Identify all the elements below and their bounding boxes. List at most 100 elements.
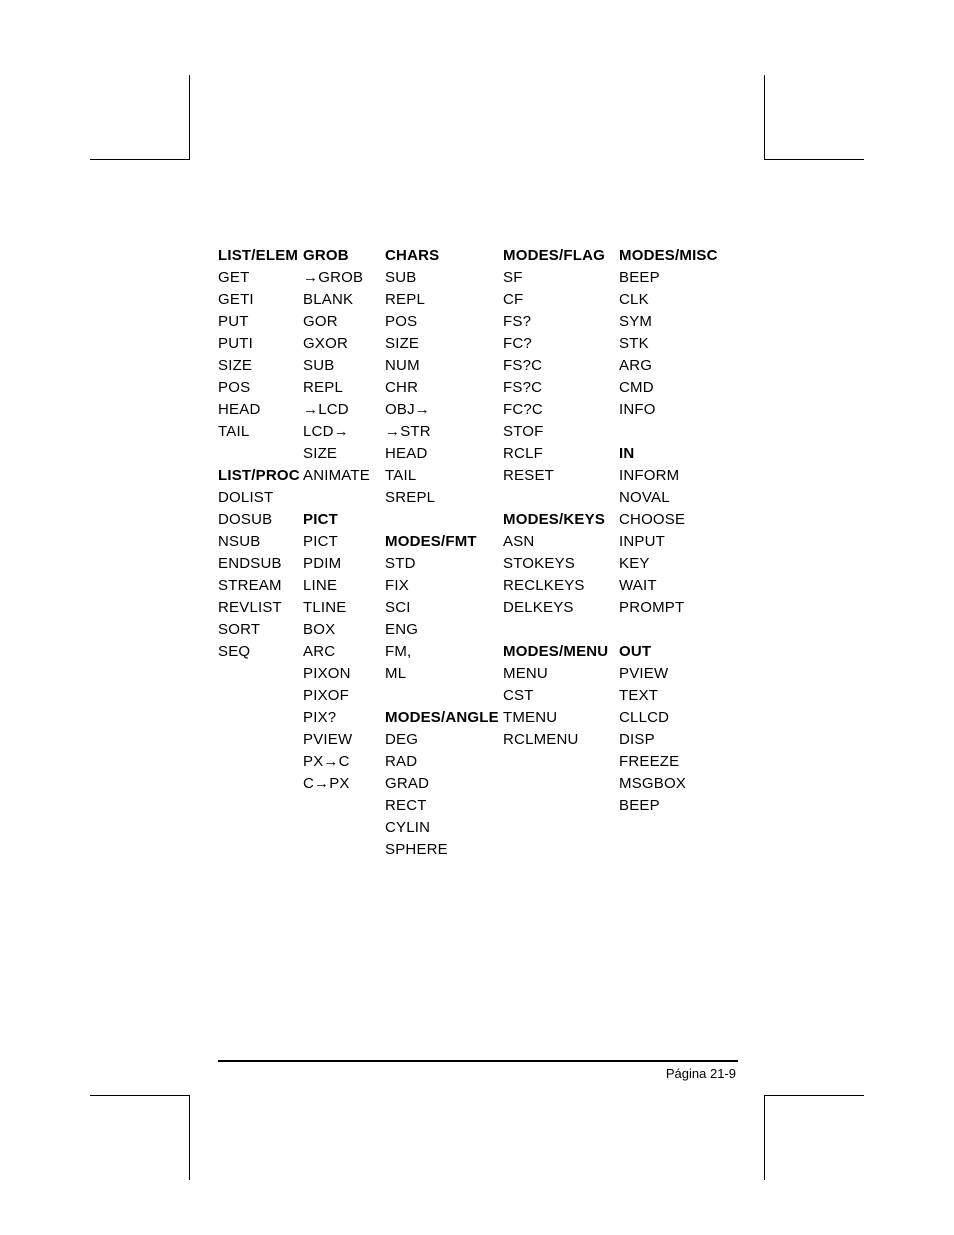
table-cell: DOSUB	[218, 509, 303, 531]
table-cell: ARC	[303, 641, 385, 663]
table-cell: PIXOF	[303, 685, 385, 707]
table-cell: CLK	[619, 289, 734, 311]
table-cell	[218, 443, 303, 465]
table-cell: CMD	[619, 377, 734, 399]
table-cell: NSUB	[218, 531, 303, 553]
table-cell: CHOOSE	[619, 509, 734, 531]
table-cell: BEEP	[619, 795, 734, 817]
table-cell: HEAD	[385, 443, 503, 465]
table-cell: SREPL	[385, 487, 503, 509]
footer-rule	[218, 1060, 738, 1062]
table-header-cell: LIST/ELEM	[218, 245, 303, 267]
table-cell: POS	[385, 311, 503, 333]
table-cell: WAIT	[619, 575, 734, 597]
table-cell: FC?	[503, 333, 619, 355]
table-cell: REVLIST	[218, 597, 303, 619]
table-cell: FC?C	[503, 399, 619, 421]
table-cell: TAIL	[385, 465, 503, 487]
table-cell: SUB	[385, 267, 503, 289]
table-cell: RAD	[385, 751, 503, 773]
table-cell: RCLF	[503, 443, 619, 465]
table-cell: INFORM	[619, 465, 734, 487]
table-cell: DISP	[619, 729, 734, 751]
table-cell: RCLMENU	[503, 729, 619, 751]
table-cell: FIX	[385, 575, 503, 597]
table-header-cell: PICT	[303, 509, 385, 531]
table-cell: PIXON	[303, 663, 385, 685]
table-cell: KEY	[619, 553, 734, 575]
table-cell: PVIEW	[303, 729, 385, 751]
table-cell: SF	[503, 267, 619, 289]
table-cell: TEXT	[619, 685, 734, 707]
table-cell: TAIL	[218, 421, 303, 443]
table-header-cell: LIST/PROC	[218, 465, 303, 487]
table-cell: FS?C	[503, 355, 619, 377]
table-cell	[503, 487, 619, 509]
table-cell: TMENU	[503, 707, 619, 729]
table-header-cell: MODES/MENU	[503, 641, 619, 663]
table-cell: CHR	[385, 377, 503, 399]
table-cell: CF	[503, 289, 619, 311]
table-header-cell: MODES/FLAG	[503, 245, 619, 267]
table-cell: SIZE	[303, 443, 385, 465]
table-cell: STREAM	[218, 575, 303, 597]
table-cell: GXOR	[303, 333, 385, 355]
table-cell: SEQ	[218, 641, 303, 663]
table-cell: POS	[218, 377, 303, 399]
table-cell: SORT	[218, 619, 303, 641]
table-cell: PROMPT	[619, 597, 734, 619]
table-cell: SUB	[303, 355, 385, 377]
table-header-cell: MODES/MISC	[619, 245, 734, 267]
table-cell: ANIMATE	[303, 465, 385, 487]
table-cell	[619, 421, 734, 443]
table-cell: LCD→	[303, 421, 385, 443]
table-cell	[303, 487, 385, 509]
table-cell: RESET	[503, 465, 619, 487]
content-area: LIST/ELEMGETGETIPUTPUTISIZEPOSHEADTAIL L…	[218, 245, 738, 861]
table-cell: SYM	[619, 311, 734, 333]
table-cell: SPHERE	[385, 839, 503, 861]
table-cell: BLANK	[303, 289, 385, 311]
table-cell: NUM	[385, 355, 503, 377]
table-header-cell: IN	[619, 443, 734, 465]
table-cell: CST	[503, 685, 619, 707]
table-header-cell: MODES/FMT	[385, 531, 503, 553]
table-header-cell: MODES/KEYS	[503, 509, 619, 531]
table-column: LIST/ELEMGETGETIPUTPUTISIZEPOSHEADTAIL L…	[218, 245, 303, 861]
table-cell: PICT	[303, 531, 385, 553]
table-cell: PDIM	[303, 553, 385, 575]
table-cell: TLINE	[303, 597, 385, 619]
table-header-cell: OUT	[619, 641, 734, 663]
table-cell: ENDSUB	[218, 553, 303, 575]
table-cell: MENU	[503, 663, 619, 685]
table-cell: FS?C	[503, 377, 619, 399]
corner-bottom-left	[90, 1095, 190, 1180]
table-cell: C→PX	[303, 773, 385, 795]
table-cell: INPUT	[619, 531, 734, 553]
table-column: MODES/FLAGSFCFFS?FC?FS?CFS?CFC?CSTOFRCLF…	[503, 245, 619, 861]
table-cell: BEEP	[619, 267, 734, 289]
table-cell: CLLCD	[619, 707, 734, 729]
table-cell	[385, 685, 503, 707]
table-cell: →LCD	[303, 399, 385, 421]
table-cell: ASN	[503, 531, 619, 553]
table-cell: DELKEYS	[503, 597, 619, 619]
table-cell: STOKEYS	[503, 553, 619, 575]
table-cell: INFO	[619, 399, 734, 421]
table-column: CHARSSUBREPLPOSSIZENUMCHROBJ→→STRHEADTAI…	[385, 245, 503, 861]
table-cell: STD	[385, 553, 503, 575]
table-cell: ENG	[385, 619, 503, 641]
table-cell: SIZE	[218, 355, 303, 377]
table-cell: REPL	[303, 377, 385, 399]
table-cell: BOX	[303, 619, 385, 641]
table-header-cell: CHARS	[385, 245, 503, 267]
table-cell: DEG	[385, 729, 503, 751]
corner-top-left	[90, 75, 190, 160]
table-cell: PVIEW	[619, 663, 734, 685]
table-cell: STK	[619, 333, 734, 355]
table-cell: NOVAL	[619, 487, 734, 509]
table-cell: REPL	[385, 289, 503, 311]
table-cell	[619, 619, 734, 641]
table-cell: PX→C	[303, 751, 385, 773]
table-cell: GET	[218, 267, 303, 289]
